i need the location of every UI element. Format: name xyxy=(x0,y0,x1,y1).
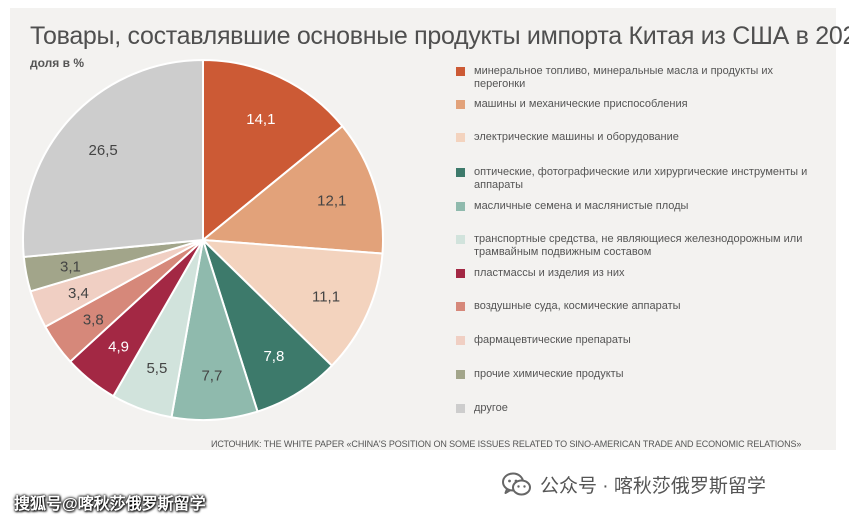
legend-item-8: воздушные суда, космические аппараты xyxy=(456,300,826,313)
legend-item-5: масличные семена и маслянистые плоды xyxy=(456,200,826,213)
pie-data-label-3: 11,1 xyxy=(312,289,340,306)
pie-data-label-11: 26,5 xyxy=(89,142,118,159)
legend-label: другое xyxy=(474,402,508,414)
legend-item-3: электрические машины и оборудование xyxy=(456,131,826,144)
legend-label: транспортные средства, не являющиеся жел… xyxy=(474,233,803,258)
legend-swatch xyxy=(456,133,465,142)
watermark-left: 搜狐号@喀秋莎俄罗斯留学 xyxy=(14,496,206,513)
legend-swatch xyxy=(456,302,465,311)
chart-card: Товары, составлявшие основные продукты и… xyxy=(10,8,849,450)
legend-swatch xyxy=(456,404,465,413)
legend-label: электрические машины и оборудование xyxy=(474,131,679,143)
chart-title: Товары, составлявшие основные продукты и… xyxy=(30,22,849,50)
pie-data-label-9: 3,4 xyxy=(68,285,89,302)
legend-label: воздушные суда, космические аппараты xyxy=(474,300,681,312)
pie-chart: 14,1 12,1 11,1 7,8 7,7 5,5 4,93,8 3,4 3,1 26,5 xyxy=(22,58,384,421)
pie-slice-1 xyxy=(202,58,344,243)
pie-data-label-2: 12,1 xyxy=(317,192,346,209)
legend-label: машины и механические приспособления xyxy=(474,98,688,110)
legend-item-7: пластмассы и изделия из них xyxy=(456,267,826,280)
source-note: ИСТОЧНИК: THE WHITE PAPER «CHINA'S POSIT… xyxy=(211,439,802,449)
legend-item-2: машины и механические приспособления xyxy=(456,98,826,111)
legend-item-1: минеральное топливо, минеральные масла и… xyxy=(456,65,826,91)
pie-slice-2 xyxy=(200,124,384,255)
legend-label: пластмассы и изделия из них xyxy=(474,267,625,279)
pie-slice-11 xyxy=(22,58,204,259)
pie-slice-3 xyxy=(200,238,384,368)
pie-data-label-6: 5,5 xyxy=(146,360,167,377)
legend-label: минеральное топливо, минеральные масла и… xyxy=(474,65,774,90)
pie-data-label-4: 7,8 xyxy=(263,348,284,365)
legend-item-10: прочие химические продукты xyxy=(456,368,826,381)
pie-data-label-10: 3,1 xyxy=(60,259,81,276)
legend-label: прочие химические продукты xyxy=(474,368,624,380)
legend-swatch xyxy=(456,202,465,211)
pie-data-label-5: 7,7 xyxy=(201,368,222,385)
legend-item-9: фармацевтические препараты xyxy=(456,334,826,347)
pie-data-label-7: 4,9 xyxy=(108,338,129,355)
legend-swatch xyxy=(456,370,465,379)
legend-label: оптические, фотографические или хирургич… xyxy=(474,166,808,191)
legend-swatch xyxy=(456,269,465,278)
legend-swatch xyxy=(456,336,465,345)
legend-swatch xyxy=(456,67,465,76)
legend-swatch xyxy=(456,235,465,244)
legend-swatch xyxy=(456,168,465,177)
watermark-right-text: 公众号 · 喀秋莎俄罗斯留学 xyxy=(540,476,766,497)
legend-item-11: другое xyxy=(456,402,826,415)
chart-subtitle: доля в % xyxy=(30,56,84,70)
watermark-right: 公众号 · 喀秋莎俄罗斯留学 xyxy=(502,471,766,498)
legend-item-4: оптические, фотографические или хирургич… xyxy=(456,166,826,192)
legend-item-6: транспортные средства, не являющиеся жел… xyxy=(456,233,826,259)
wechat-icon xyxy=(502,472,531,495)
legend-swatch xyxy=(456,100,465,109)
pie-data-label-1: 14,1 xyxy=(246,111,275,128)
legend-label: масличные семена и маслянистые плоды xyxy=(474,200,689,212)
legend-label: фармацевтические препараты xyxy=(474,334,631,346)
pie-data-label-8: 3,8 xyxy=(83,312,104,329)
